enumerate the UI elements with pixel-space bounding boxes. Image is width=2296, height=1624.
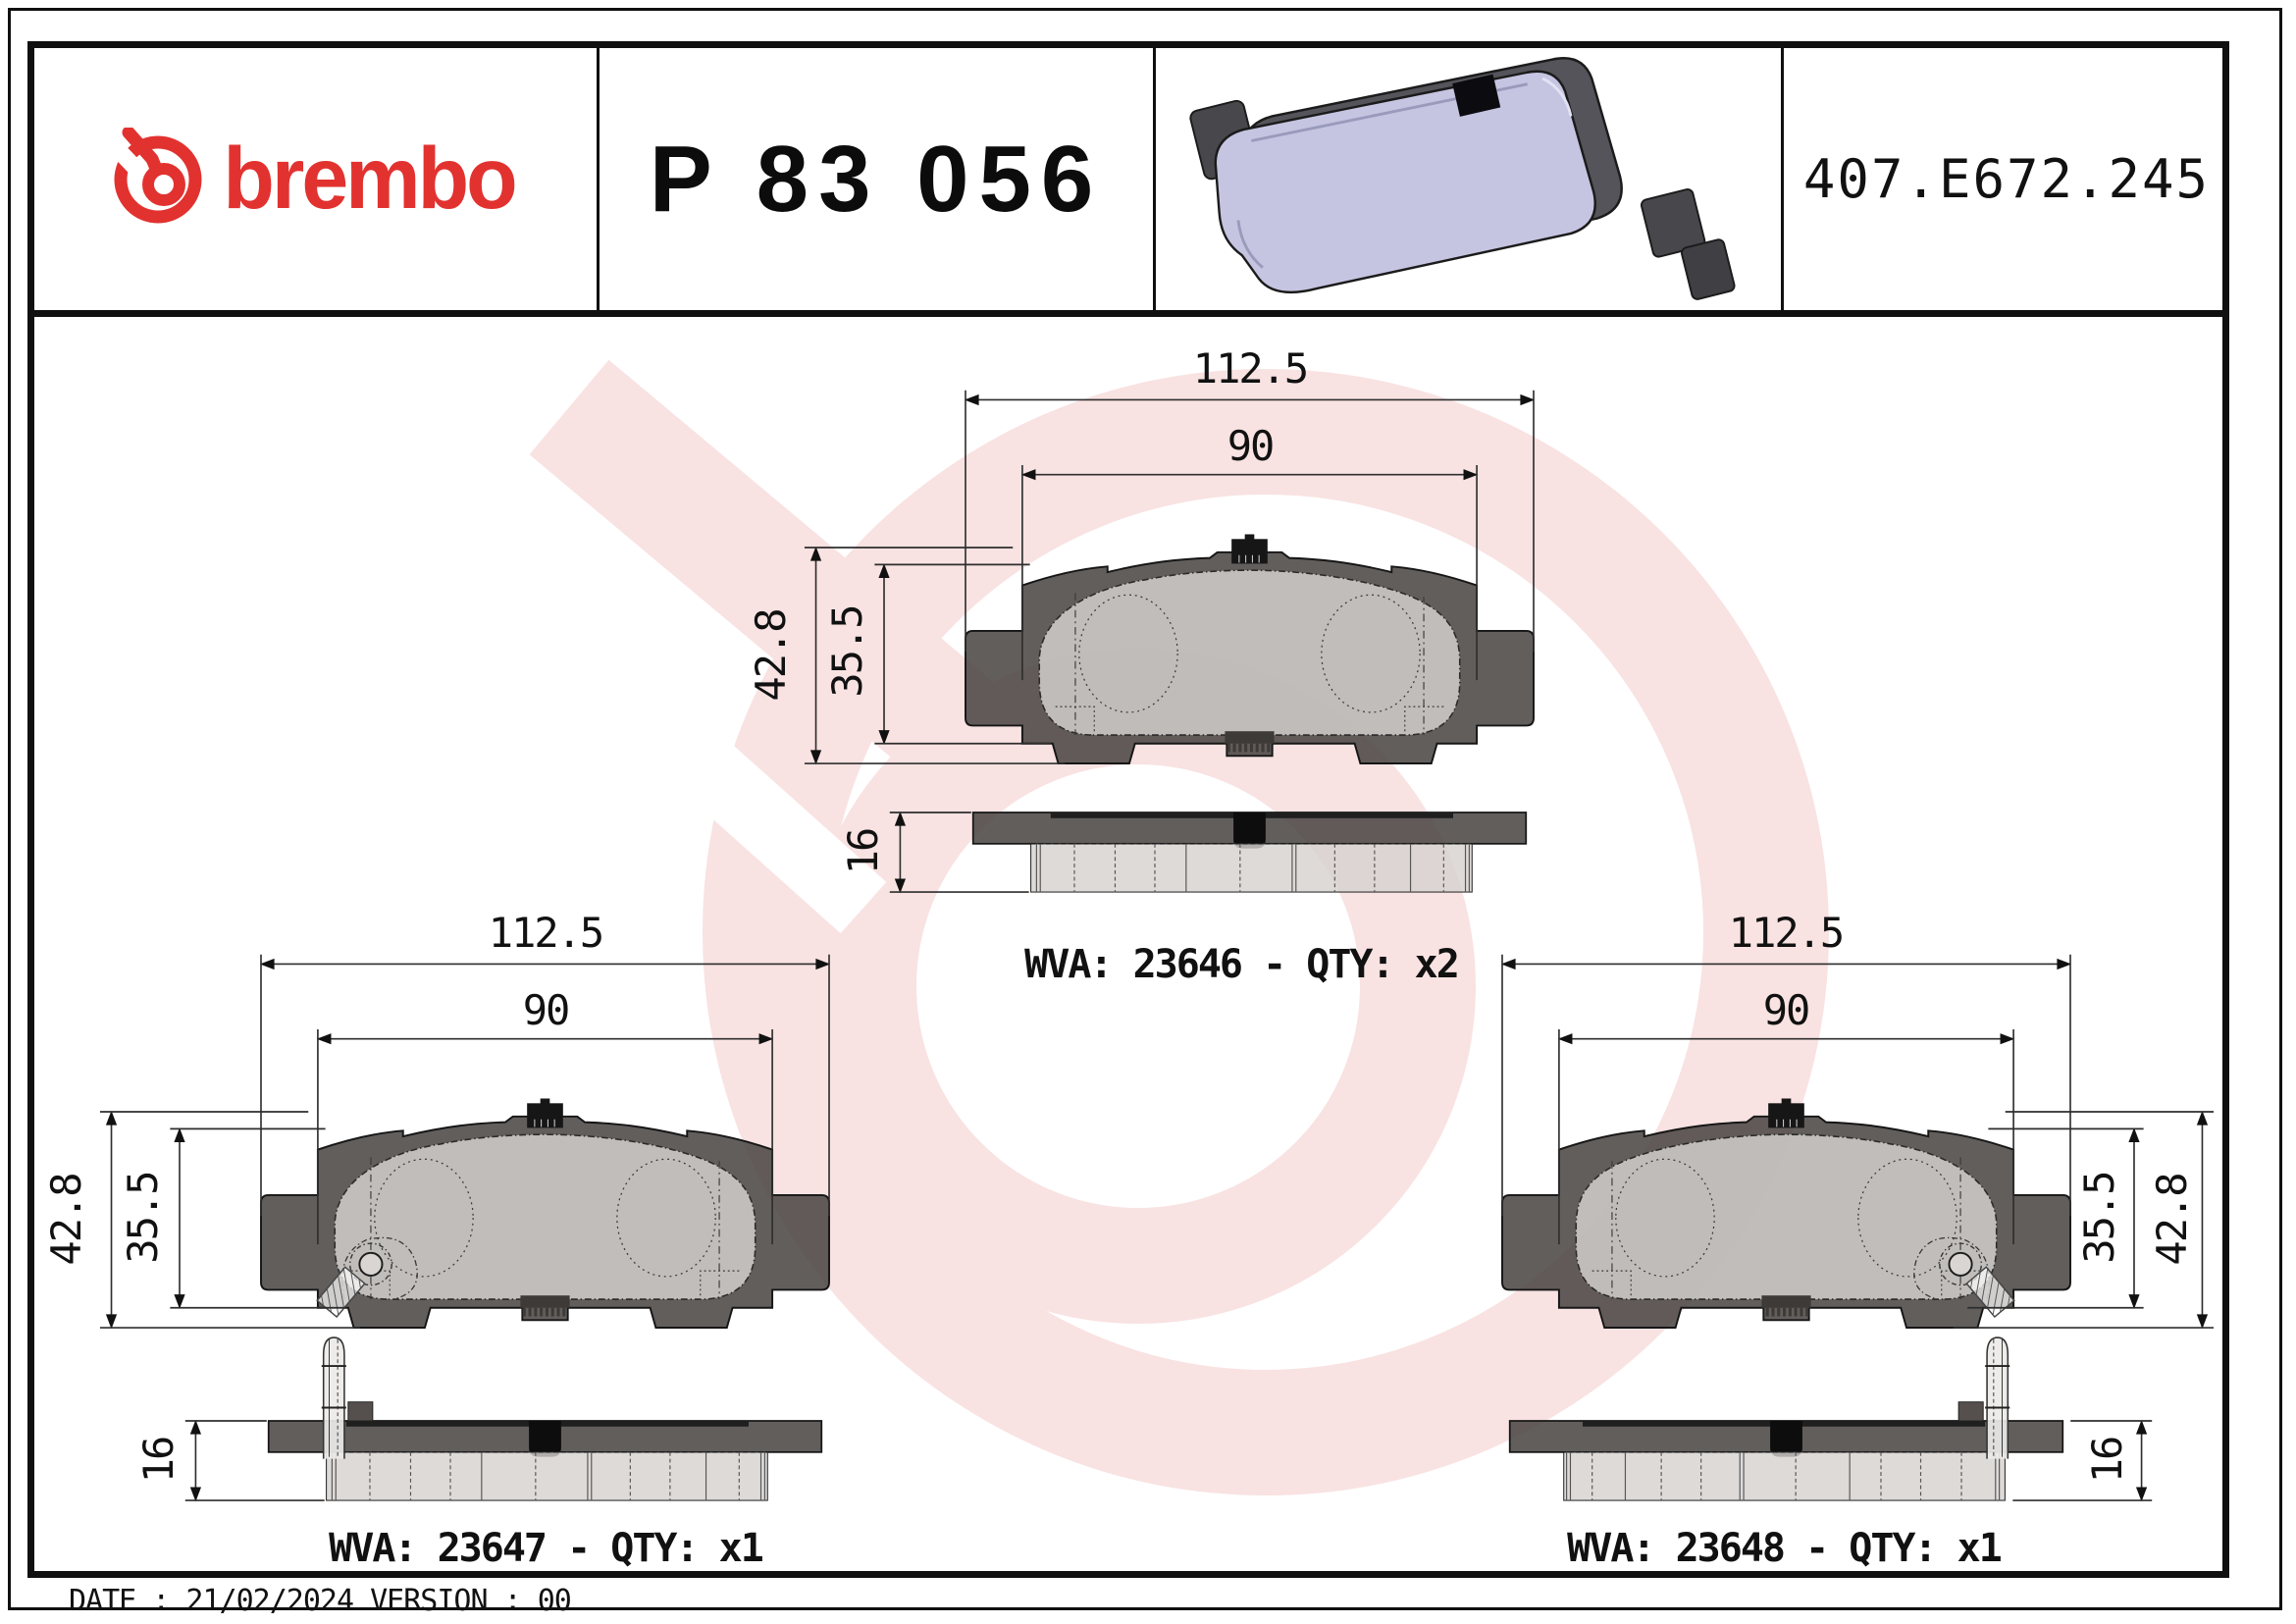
- dim-overall-width: 112.5: [489, 909, 602, 957]
- dim-overall-height: 42.8: [2148, 1174, 2196, 1265]
- dim-thickness: 16: [2083, 1438, 2131, 1484]
- dim-friction-width: 90: [523, 986, 569, 1034]
- wva-label: WVA: 23646 - QTY: x2: [1024, 942, 1458, 987]
- logo-cell: brembo: [27, 48, 597, 310]
- drawing-top-center: 112.5 90 42.8 35.5 16 WVA: 23646 - QTY: …: [747, 344, 1536, 987]
- date-version-line: DATE : 21/02/2024 VERSION : 00: [69, 1584, 572, 1618]
- dim-overall-width: 112.5: [1729, 909, 1843, 957]
- header-divider-2: [1153, 48, 1156, 310]
- brembo-logo: brembo: [109, 127, 518, 232]
- drawing-bottom-left: 112.5 90 42.8 35.5 16 WVA: 23647 - QTY: …: [42, 909, 829, 1571]
- page-outer-border: [8, 8, 2282, 1610]
- header-divider-3: [1781, 48, 1784, 310]
- brembo-wordmark: brembo: [223, 130, 517, 228]
- dim-thickness: 16: [134, 1438, 183, 1484]
- drawing-frame: [27, 41, 2229, 1578]
- part-number: P 83 056: [649, 126, 1104, 232]
- dim-thickness: 16: [839, 829, 887, 875]
- pad-3d-cell: [1156, 48, 1781, 310]
- pad3d-sensor-clip: [1451, 74, 1500, 117]
- wva-label: WVA: 23648 - QTY: x1: [1567, 1526, 2002, 1571]
- dim-friction-height: 35.5: [823, 605, 871, 697]
- dim-overall-height: 42.8: [747, 609, 795, 701]
- dim-friction-width: 90: [1763, 986, 1809, 1034]
- brembo-logo-icon: [109, 127, 202, 223]
- catalog-code: 407.E672.245: [1802, 148, 2211, 210]
- technical-drawing-canvas: 112.5 90 42.8 35.5 16 WVA: 23646 - QTY: …: [42, 344, 2229, 1571]
- pad3d-friction-face: [1214, 70, 1596, 293]
- wva-label: WVA: 23647 - QTY: x1: [329, 1526, 763, 1571]
- catalog-code-cell: 407.E672.245: [1784, 48, 2229, 310]
- part-number-cell: P 83 056: [600, 48, 1153, 310]
- dim-friction-height: 35.5: [119, 1172, 167, 1263]
- header-bottom-rule: [27, 310, 2229, 317]
- header-divider-1: [597, 48, 600, 310]
- dim-friction-width: 90: [1227, 422, 1274, 470]
- drawing-bottom-right: 112.5 90 42.8 35.5 16 WVA: 23648 - QTY: …: [1502, 909, 2214, 1571]
- dim-overall-width: 112.5: [1193, 344, 1307, 393]
- dim-overall-height: 42.8: [42, 1174, 90, 1265]
- dim-friction-height: 35.5: [2075, 1172, 2123, 1263]
- brake-pad-3d-illustration: [1188, 56, 1736, 300]
